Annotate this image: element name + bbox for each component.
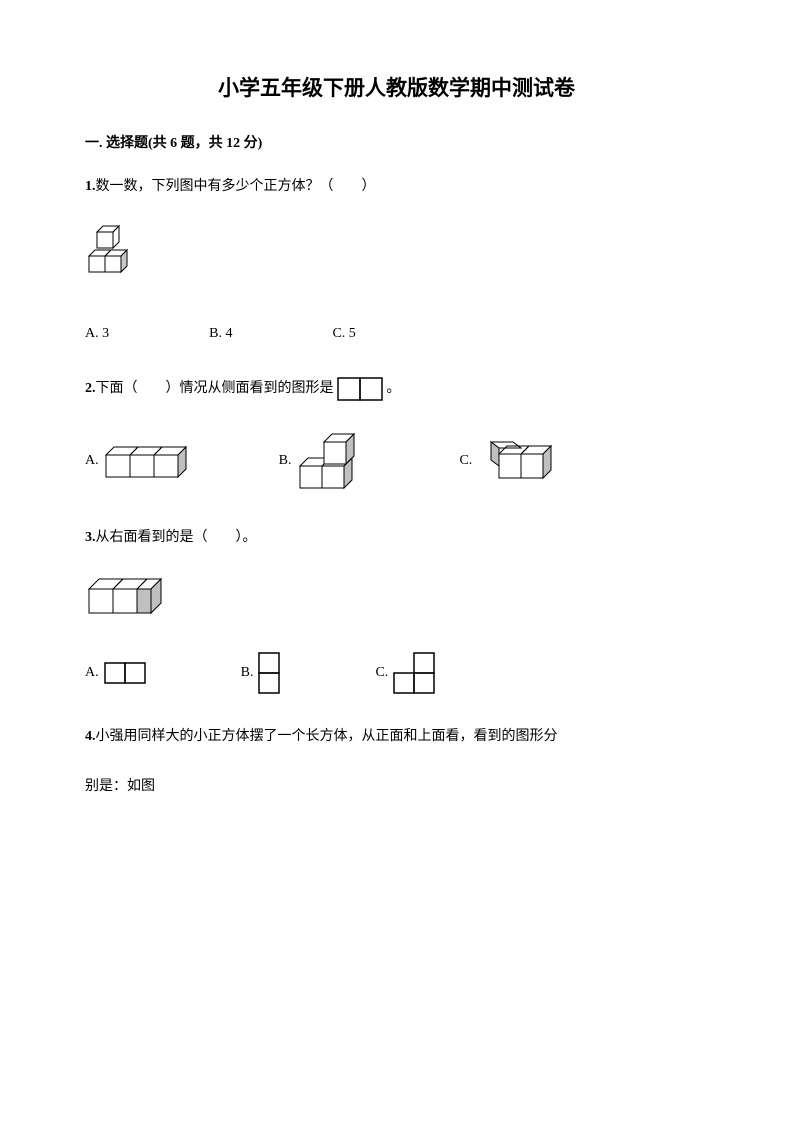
q2-body-after: 。 (387, 381, 401, 396)
q2-option-a[interactable]: A. (85, 443, 194, 478)
q4-text2: 别是：如图 (85, 774, 708, 799)
cubes-3row-icon (104, 443, 194, 478)
q2-text: 2.下面（ ）情况从侧面看到的图形是 。 (85, 376, 708, 401)
two-square-h-icon (104, 662, 146, 684)
q3-options: A. B. C. (85, 652, 708, 694)
q1-body: 数一数，下列图中有多少个正方体？（ ） (96, 179, 376, 194)
cubes-back-icon (477, 438, 557, 484)
q1-num: 1. (85, 179, 96, 194)
q1-opt-c-label: C. 5 (332, 321, 355, 346)
q3-text: 3.从右面看到的是（ ）。 (85, 525, 708, 550)
q2-num: 2. (85, 381, 96, 396)
q2-opt-a-label: A. (85, 448, 99, 473)
two-square-v-icon (258, 652, 280, 694)
question-1: 1.数一数，下列图中有多少个正方体？（ ） A. 3 B. 4 C. 5 (85, 174, 708, 346)
question-3: 3.从右面看到的是（ ）。 A. B. (85, 525, 708, 694)
q3-option-a[interactable]: A. (85, 660, 146, 685)
question-4: 4.小强用同样大的小正方体摆了一个长方体，从正面和上面看，看到的图形分 别是：如… (85, 724, 708, 799)
q2-options: A. B. (85, 432, 708, 490)
two-square-icon (337, 377, 383, 401)
cubes-L-icon (296, 432, 374, 490)
q3-opt-b-label: B. (241, 660, 254, 685)
q1-option-a[interactable]: A. 3 (85, 321, 114, 346)
q3-num: 3. (85, 530, 96, 545)
question-2: 2.下面（ ）情况从侧面看到的图形是 。 A. (85, 376, 708, 489)
q3-opt-c-label: C. (375, 660, 388, 685)
q2-body-before: 下面（ ）情况从侧面看到的图形是 (96, 381, 334, 396)
q4-body1: 小强用同样大的小正方体摆了一个长方体，从正面和上面看，看到的图形分 (96, 729, 558, 744)
q3-option-c[interactable]: C. (375, 652, 435, 694)
q4-text1: 4.小强用同样大的小正方体摆了一个长方体，从正面和上面看，看到的图形分 (85, 724, 708, 749)
q1-option-c[interactable]: C. 5 (332, 321, 360, 346)
exam-title: 小学五年级下册人教版数学期中测试卷 (85, 72, 708, 102)
q3-opt-a-label: A. (85, 660, 99, 685)
q4-body2: 别是：如图 (85, 779, 155, 794)
q2-opt-c-label: C. (459, 448, 472, 473)
q2-option-b[interactable]: B. (279, 432, 375, 490)
q2-opt-b-label: B. (279, 448, 292, 473)
q3-body: 从右面看到的是（ ）。 (96, 530, 257, 545)
q1-opt-b-label: B. 4 (209, 321, 232, 346)
q3-figure (85, 575, 708, 617)
q1-figure (85, 224, 708, 286)
q1-opt-a-label: A. 3 (85, 321, 109, 346)
q1-options: A. 3 B. 4 C. 5 (85, 321, 708, 346)
q1-option-b[interactable]: B. 4 (209, 321, 237, 346)
q3-option-b[interactable]: B. (241, 652, 281, 694)
cube-2x2-icon (85, 575, 167, 617)
q2-option-c[interactable]: C. (459, 438, 557, 484)
section-1-header: 一. 选择题(共 6 题，共 12 分) (85, 132, 708, 152)
cube-figure-icon (85, 224, 160, 286)
three-square-L-icon (393, 652, 435, 694)
q4-num: 4. (85, 729, 96, 744)
q1-text: 1.数一数，下列图中有多少个正方体？（ ） (85, 174, 708, 199)
